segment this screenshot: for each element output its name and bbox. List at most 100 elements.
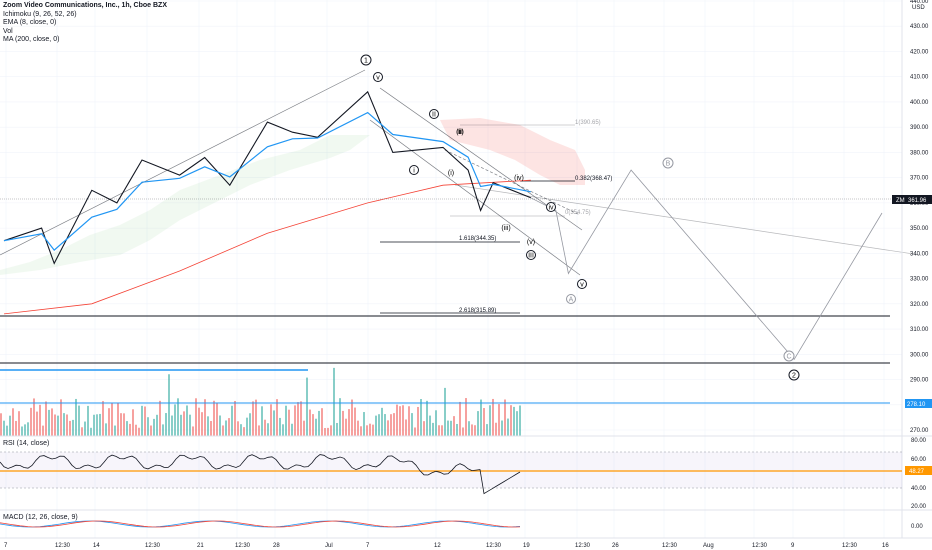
wave-label-paren-iv: (iv) — [514, 175, 524, 182]
volume-bar — [291, 423, 293, 436]
wave-label-III-text: III — [457, 129, 463, 136]
macd-label[interactable]: MACD (12, 26, close, 9) — [3, 514, 78, 521]
ma200-line — [3, 179, 531, 315]
volume-bar — [54, 414, 56, 436]
wave-label-v-text2: v — [580, 282, 584, 289]
volume-bar — [30, 407, 32, 436]
time-tick: 12:30 — [486, 543, 502, 549]
volume-bar — [498, 404, 500, 436]
wave-label-i-text: i — [413, 168, 415, 175]
price-tick: 320.00 — [910, 302, 929, 308]
volume-bar — [492, 398, 494, 436]
volume-bar — [75, 398, 77, 436]
volume-bar — [141, 405, 143, 436]
volume-bar — [399, 406, 401, 436]
time-tick: 12:30 — [662, 543, 678, 549]
rsi-label[interactable]: RSI (14, close) — [3, 440, 50, 447]
time-tick: 19 — [523, 543, 530, 549]
volume-bar — [123, 413, 125, 436]
volume-bar — [504, 399, 506, 436]
time-tick: 12:30 — [842, 543, 858, 549]
volume-bar — [243, 427, 245, 436]
ema-line — [3, 111, 531, 251]
volume-bar — [3, 420, 5, 436]
indicator-ma200[interactable]: MA (200, close, 0) — [3, 36, 60, 44]
wave-label-II: II — [429, 109, 439, 119]
volume-bar — [285, 405, 287, 436]
volume-bar — [411, 413, 413, 436]
volume-bar — [135, 424, 137, 436]
volume-bar — [435, 410, 437, 436]
wave-label-B: B — [662, 157, 674, 169]
volume-bar — [126, 421, 128, 436]
price-tick: 440.00 — [910, 0, 929, 5]
volume-bar — [354, 407, 356, 436]
volume-bar — [276, 399, 278, 436]
volume-bar — [228, 418, 230, 436]
volume-bar — [168, 374, 170, 436]
symbol-tag: ZM — [896, 198, 905, 204]
volume-bar — [207, 416, 209, 436]
volume-bar — [210, 421, 212, 436]
horizontal-levels — [0, 124, 890, 404]
wave-label-III-circle: III — [526, 250, 536, 260]
volume-bar — [393, 413, 395, 436]
time-tick: Aug — [703, 543, 714, 549]
volume-bar — [132, 409, 134, 436]
volume-bar — [162, 424, 164, 436]
volume-bar — [441, 425, 443, 436]
volume-bar — [456, 423, 458, 436]
volume-bar — [174, 404, 176, 436]
price-axis[interactable]: 440.00 430.00 420.00 410.00 400.00 390.00 380.… — [910, 0, 929, 434]
cloud-green — [0, 135, 370, 275]
time-tick: 7 — [366, 543, 370, 549]
indicator-ichimoku[interactable]: Ichimoku (9, 26, 52, 26) — [3, 10, 77, 18]
volume-bar — [90, 427, 92, 436]
volume-bar — [303, 420, 305, 436]
fib-label-1618: 1.618(344.35) — [459, 236, 496, 242]
volume-bar — [225, 420, 227, 436]
price-tick: 410.00 — [910, 75, 929, 81]
wave-labels: 1 v II III i (i) (iv) (iii) (v) III iv v… — [360, 54, 800, 381]
time-tick: 9 — [791, 543, 795, 549]
volume-bar — [396, 404, 398, 436]
wave-label-A: A — [566, 294, 576, 304]
volume-bar — [279, 417, 281, 436]
chart-legend: Zoom Video Communications, Inc., 1h, Cbo… — [3, 2, 167, 45]
volume-bar — [39, 404, 41, 436]
rsi-axis: 80.00 60.00 40.00 20.00 48.27 — [905, 438, 932, 510]
projection-path — [530, 169, 883, 360]
wave-label-iv-text: iv — [548, 205, 554, 212]
volume-bar — [12, 408, 14, 436]
price-tick: 430.00 — [910, 24, 929, 30]
chart-title: Zoom Video Communications, Inc., 1h, Cbo… — [3, 2, 167, 9]
volume-bar — [99, 413, 101, 436]
volume-bar — [138, 427, 140, 436]
wave-label-v-text: v — [376, 75, 380, 82]
volume-bar — [255, 399, 257, 436]
volume-bar — [510, 405, 512, 436]
indicator-ema[interactable]: EMA (8, close, 0) — [3, 19, 57, 27]
volume-bar — [450, 420, 452, 436]
volume-bar — [240, 424, 242, 436]
volume-bar — [309, 409, 311, 436]
volume-bar — [51, 408, 53, 436]
volume-bar — [345, 418, 347, 436]
price-line — [3, 90, 532, 265]
volume-bar — [417, 406, 419, 436]
volume-bar — [468, 421, 470, 436]
volume-bar — [153, 418, 155, 436]
volume-bar — [465, 398, 467, 436]
cloud-red — [440, 118, 585, 185]
price-tick: 310.00 — [910, 327, 929, 333]
volume-bar — [102, 401, 104, 436]
fib-label-2618: 2.618(315.89) — [459, 308, 496, 314]
last-price-value: 361.96 — [908, 198, 927, 204]
wave-label-paren-v: (v) — [527, 239, 535, 246]
time-tick: 14 — [93, 543, 100, 549]
indicator-vol[interactable]: Vol — [3, 27, 13, 35]
volume-bar — [60, 399, 62, 436]
wave-label-1: 1 — [360, 54, 372, 66]
time-axis[interactable]: 7 12:30 14 12:30 21 12:30 28 Jul 7 12 12:30 19 12:30… — [4, 543, 889, 549]
